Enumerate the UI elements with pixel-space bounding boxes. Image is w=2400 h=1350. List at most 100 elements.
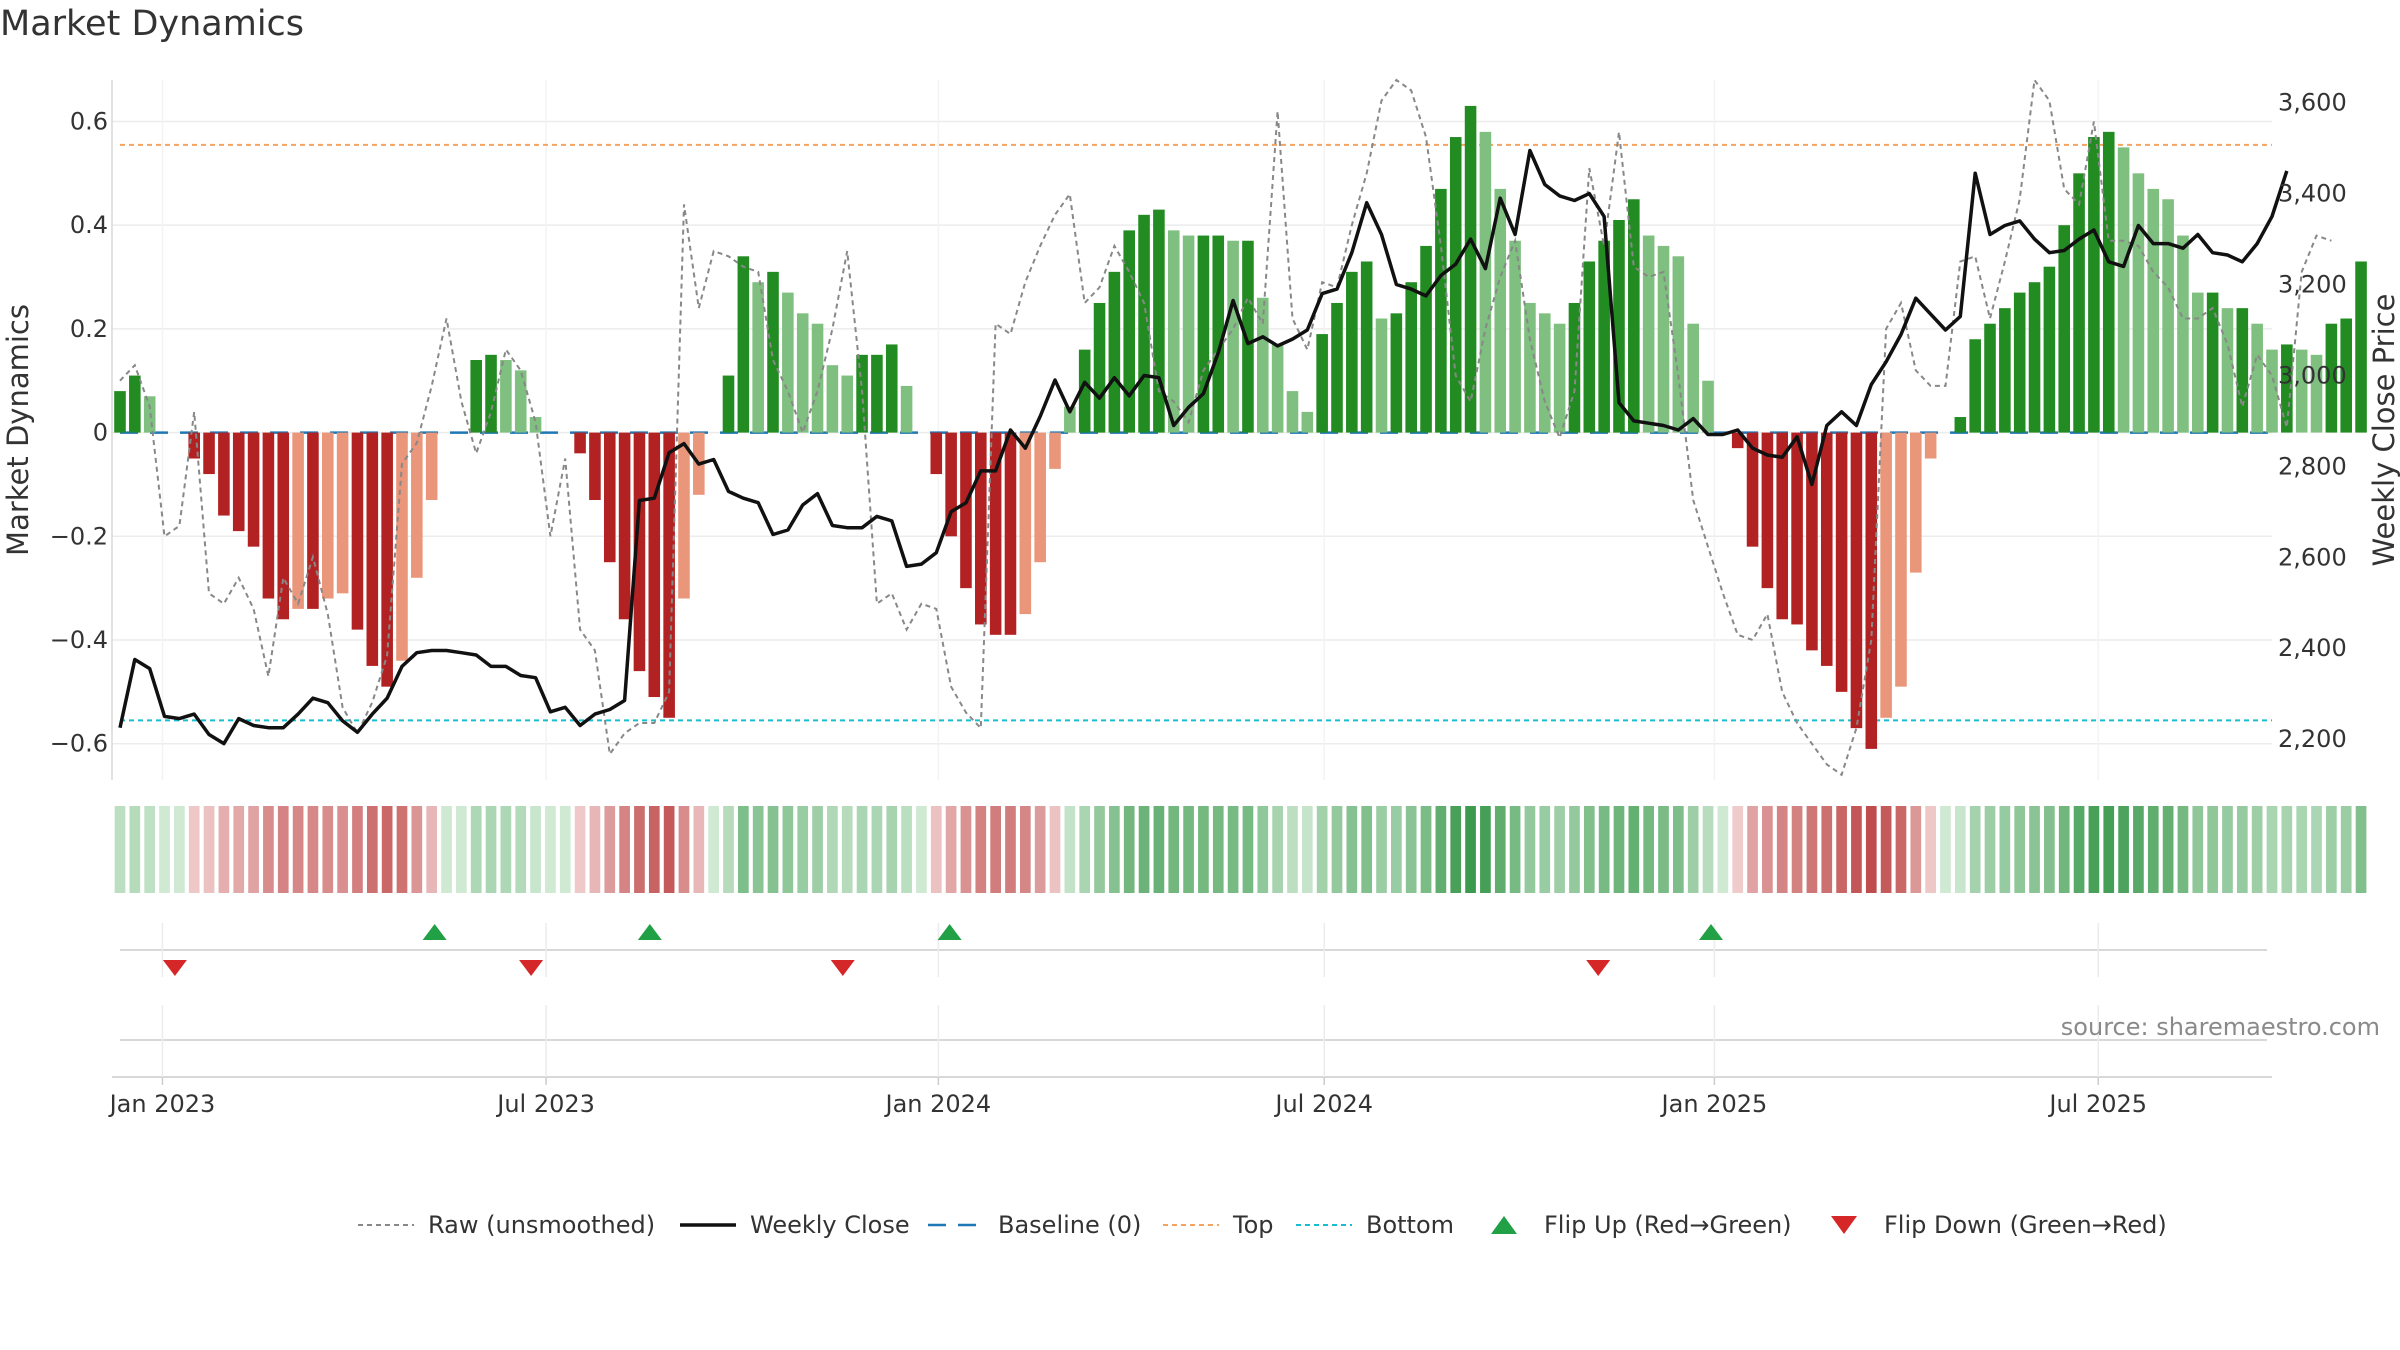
- dynamics-bar: [1761, 432, 1774, 589]
- dynamics-bar: [2117, 147, 2130, 433]
- left-tick-label: 0: [93, 419, 108, 447]
- heat-cell: [1569, 806, 1580, 893]
- dynamics-bar: [321, 432, 334, 599]
- dynamics-bar: [1687, 323, 1699, 433]
- dynamics-bar: [1049, 432, 1061, 469]
- heat-cell: [2251, 806, 2263, 893]
- dynamics-bar: [1954, 417, 1967, 433]
- dynamics-bar: [1613, 220, 1625, 433]
- heat-cell: [856, 806, 868, 893]
- dynamics-bar: [1850, 432, 1863, 729]
- dynamics-bar: [1479, 131, 1492, 433]
- dynamics-bar: [1360, 261, 1373, 433]
- heat-cell: [1658, 806, 1669, 893]
- dynamics-bar: [351, 432, 364, 630]
- dynamics-bar: [1019, 432, 1032, 615]
- legend-label: Flip Up (Red→Green): [1544, 1211, 1792, 1239]
- heat-cell: [1287, 806, 1298, 893]
- dynamics-bar: [1212, 235, 1225, 433]
- flip-up-marker: [422, 924, 447, 940]
- heat-cell: [1272, 806, 1283, 893]
- dynamics-bar: [618, 432, 631, 620]
- left-tick-label: −0.4: [50, 626, 108, 654]
- heat-cell: [1999, 806, 2011, 893]
- dynamics-bar: [1628, 199, 1640, 433]
- heat-cell: [841, 806, 853, 893]
- heat-cell: [203, 806, 215, 893]
- heat-cell: [901, 806, 912, 893]
- dynamics-bar: [381, 432, 393, 687]
- dynamics-bar: [232, 432, 245, 532]
- heat-cell: [1301, 806, 1313, 893]
- dynamics-bar: [1865, 432, 1878, 749]
- dynamics-bar: [2310, 354, 2323, 433]
- dynamics-bar: [1064, 406, 1076, 433]
- dynamics-bar: [485, 354, 497, 433]
- left-tick-label: 0.2: [70, 315, 108, 343]
- dynamics-bar: [1924, 432, 1937, 459]
- dynamics-bar: [1331, 302, 1343, 433]
- dynamics-bar: [2192, 292, 2204, 433]
- dynamics-bar: [1420, 245, 1432, 433]
- heat-cell: [2044, 806, 2055, 893]
- dynamics-bar: [678, 432, 690, 599]
- dynamics-bar: [589, 432, 601, 500]
- heat-cell: [2222, 806, 2233, 893]
- heat-cell: [1643, 806, 1655, 893]
- dynamics-bar: [1123, 230, 1136, 433]
- heat-cell: [1376, 806, 1387, 893]
- dynamics-bar: [2043, 266, 2056, 433]
- heat-cell: [1583, 806, 1595, 893]
- right-tick-label: 3,000: [2278, 361, 2347, 389]
- heat-cell: [1717, 806, 1729, 893]
- heat-cell: [307, 806, 319, 893]
- dynamics-bar: [2132, 173, 2145, 433]
- heat-cell: [1331, 806, 1343, 893]
- dynamics-bar: [1256, 297, 1269, 433]
- dynamics-bar: [1999, 308, 2011, 433]
- right-axis-title: Weekly Close Price: [2367, 294, 2400, 567]
- dynamics-bar: [960, 432, 972, 589]
- heat-cell: [1628, 806, 1640, 893]
- heat-cell: [292, 806, 304, 893]
- heat-cell: [1361, 806, 1373, 893]
- heat-cell: [1049, 806, 1061, 893]
- dynamics-bar: [722, 375, 735, 433]
- dynamics-bar: [633, 432, 646, 672]
- axes: −0.6 −0.4 −0.2 0 0.2 0.4 0.6 2,200 2,400 2,600 2,8…: [1, 80, 2400, 780]
- dynamics-bar: [1746, 432, 1759, 547]
- x-tick-label: Jan 2024: [884, 1090, 992, 1118]
- legend-label: Flip Down (Green→Red): [1884, 1211, 2167, 1239]
- dynamics-bar: [1435, 188, 1447, 433]
- dynamics-bar: [1375, 318, 1388, 433]
- heat-cell: [737, 806, 749, 893]
- heat-cell: [1227, 806, 1239, 893]
- dynamics-bar: [411, 432, 423, 578]
- dynamics-bar: [1286, 391, 1299, 433]
- dynamics-bar: [1346, 271, 1358, 433]
- dynamics-bar: [752, 282, 764, 433]
- heat-cell: [708, 806, 719, 893]
- dynamics-bar: [1820, 432, 1833, 666]
- heat-cell: [990, 806, 1001, 893]
- dynamics-bar: [1984, 323, 1996, 433]
- dynamics-bar: [1093, 302, 1106, 433]
- dynamics-bar: [2325, 323, 2338, 433]
- dynamics-bar: [663, 432, 675, 718]
- heat-cell: [1391, 806, 1402, 893]
- flip-down-marker: [830, 960, 855, 976]
- dynamics-bar: [1494, 188, 1507, 433]
- dynamics-bar: [1509, 240, 1521, 433]
- dynamics-bar: [2295, 349, 2308, 433]
- heat-cell: [2355, 806, 2367, 893]
- heat-cell: [1242, 806, 1254, 893]
- dynamics-bar: [737, 256, 750, 433]
- dynamics-bar: [262, 432, 275, 599]
- legend-label: Raw (unsmoothed): [428, 1211, 655, 1239]
- heat-cell: [945, 806, 957, 893]
- chart-title: Market Dynamics: [0, 4, 305, 44]
- right-tick-label: 3,200: [2278, 271, 2347, 299]
- heat-cell: [678, 806, 690, 893]
- heat-cell: [1153, 806, 1165, 893]
